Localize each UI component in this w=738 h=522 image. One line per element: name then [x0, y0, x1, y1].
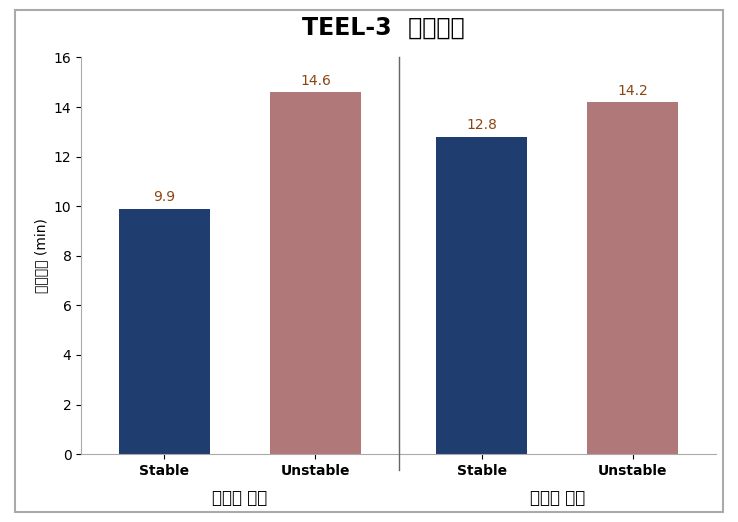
Text: 9.9: 9.9: [154, 190, 176, 204]
Text: 12.8: 12.8: [466, 118, 497, 132]
Text: TEEL-3  도달시간: TEEL-3 도달시간: [303, 16, 465, 40]
Bar: [436, 137, 527, 454]
X-axis label: 저밀도 가스: 저밀도 가스: [213, 489, 267, 507]
Bar: [119, 209, 210, 454]
Y-axis label: 도달시간 (min): 도달시간 (min): [34, 218, 48, 293]
Text: 14.2: 14.2: [618, 84, 648, 98]
Bar: [587, 102, 678, 454]
Text: 14.6: 14.6: [300, 74, 331, 88]
Bar: [270, 92, 361, 454]
X-axis label: 고밀도 가스: 고밀도 가스: [530, 489, 584, 507]
